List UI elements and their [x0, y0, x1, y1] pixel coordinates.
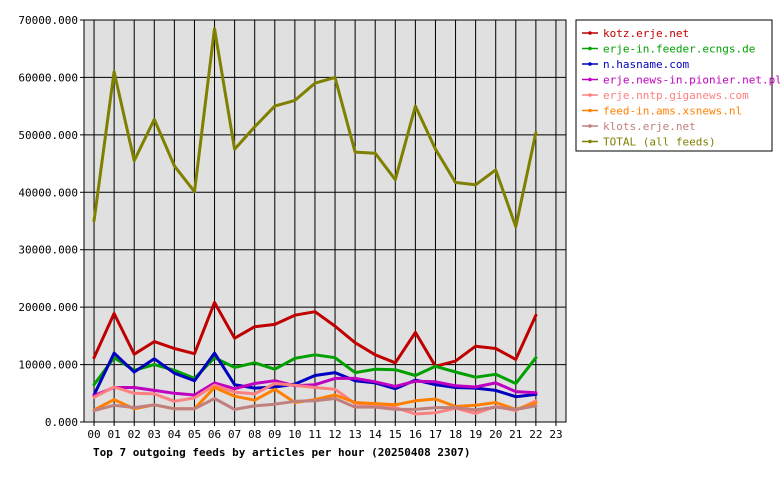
x-tick-label: 21: [509, 428, 522, 441]
x-tick-label: 12: [328, 428, 341, 441]
legend-marker: [588, 108, 592, 113]
y-tick-label: 70000.000: [18, 14, 78, 27]
series-line: [92, 376, 538, 398]
series-lines: [92, 27, 538, 416]
x-tick-label: 18: [449, 428, 462, 441]
legend-marker: [588, 93, 592, 97]
x-tick-label: 08: [248, 428, 261, 441]
legend-items: kotz.erje.net erje-in.feeder.ecngs.de n.ha…: [582, 27, 780, 149]
series-line: [92, 27, 538, 229]
x-tick-label: 05: [188, 428, 201, 441]
x-tick-label: 11: [308, 428, 321, 441]
y-tick-label: 20000.000: [18, 301, 78, 314]
legend-label: erje-in.feeder.ecngs.de: [603, 43, 755, 56]
y-tick-label: 40000.000: [18, 186, 78, 199]
legend-marker: [588, 124, 592, 128]
x-tick-label: 02: [128, 428, 141, 441]
legend-label: kotz.erje.net: [603, 27, 689, 40]
x-tick-label: 14: [369, 428, 383, 441]
x-tick-label: 16: [409, 428, 422, 441]
x-tick-label: 22: [529, 428, 542, 441]
y-axis-ticks: 0.000 10000.000 20000.000 30000.000 40000.00…: [18, 14, 84, 429]
x-tick-label: 09: [268, 428, 281, 441]
x-tick-label: 06: [208, 428, 221, 441]
legend-label: feed-in.ams.xsnews.nl: [603, 105, 742, 118]
x-tick-label: 17: [429, 428, 442, 441]
legend-label: n.hasname.com: [603, 58, 689, 71]
series-line: [92, 382, 538, 416]
y-tick-label: 50000.000: [18, 129, 78, 142]
x-axis-ticks: 00 01 02 03 04 05 06 07 08 09 10 11 12 13 14 15 16 17 18 19…: [87, 422, 563, 441]
series-line: [92, 397, 538, 412]
x-tick-label: 01: [108, 428, 121, 441]
legend-marker: [588, 31, 592, 35]
x-tick-label: 07: [228, 428, 241, 441]
y-tick-label: 30000.000: [18, 244, 78, 257]
y-tick-label: 10000.000: [18, 359, 78, 372]
x-tick-label: 23: [549, 428, 562, 441]
y-tick-label: 60000.000: [18, 71, 78, 84]
legend-label: erje.nntp.giganews.com: [603, 89, 749, 102]
legend-marker: [588, 62, 592, 66]
legend-label: erje.news-in.pionier.net.pl: [603, 74, 780, 87]
x-tick-label: 04: [168, 428, 182, 441]
y-tick-label: 0.000: [45, 416, 78, 429]
legend-label: klots.erje.net: [603, 120, 696, 133]
legend-marker: [588, 46, 592, 51]
x-tick-label: 00: [87, 428, 100, 441]
legend-marker: [588, 139, 592, 144]
legend-marker: [588, 77, 592, 82]
legend-box: [575, 19, 773, 152]
x-tick-label: 15: [389, 428, 402, 441]
series-line: [92, 301, 538, 368]
legend-label: TOTAL (all feeds): [603, 136, 716, 149]
x-tick-label: 20: [489, 428, 502, 441]
chart-title: Top 7 outgoing feeds by articles per hou…: [93, 446, 471, 459]
x-tick-label: 19: [469, 428, 482, 441]
x-tick-label: 10: [288, 428, 301, 441]
x-tick-label: 13: [349, 428, 362, 441]
x-tick-label: 03: [148, 428, 161, 441]
legend: kotz.erje.net erje-in.feeder.ecngs.de n.ha…: [575, 19, 780, 152]
